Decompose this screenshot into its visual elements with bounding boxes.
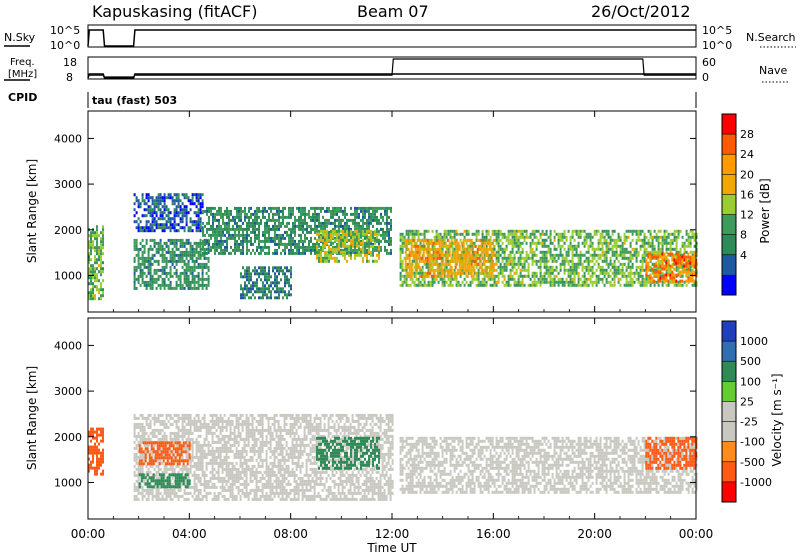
velocity-colorbar-segment-3 (722, 381, 736, 402)
velocity-colorbar-tick-4: -25 (740, 416, 758, 429)
power-colorbar-segment-1 (722, 134, 736, 155)
nsky-panel: N.Sky 10^5 10^0 10^5 10^0 N.Search (4, 24, 796, 52)
velocity-region-5 (399, 436, 698, 494)
power-colorbar-segment-5 (722, 214, 736, 236)
freq-left-tick-top: 18 (63, 56, 77, 69)
velocity-colorbar-segment-2 (722, 361, 736, 382)
power-panel: 1000 2000 3000 4000 Slant Range [km] 28 24 20… (25, 110, 772, 313)
xtick-label-1: 04:00 (172, 527, 207, 541)
velocity-region-4 (316, 436, 380, 470)
velocity-colorbar-segment-8 (722, 481, 736, 503)
power-region-1 (133, 238, 210, 290)
beam-label: Beam 07 (357, 2, 429, 21)
nave-label: Nave (759, 64, 787, 77)
velocity-ytick-label-1000: 1000 (54, 476, 82, 489)
velocity-colorbar-tick-2: 100 (740, 375, 761, 388)
xtick-label-4: 16:00 (476, 527, 511, 541)
nsky-left-tick-top: 10^5 (50, 24, 80, 37)
velocity-colorbar-tick-5: -100 (740, 436, 765, 449)
power-colorbar-segment-4 (722, 194, 736, 216)
power-colorbar-tick-5: 8 (740, 229, 747, 242)
power-colorbar-segment-3 (722, 174, 736, 195)
velocity-heatmap (88, 413, 698, 501)
cpid-text: tau (fast) 503 (92, 94, 177, 107)
velocity-region-2 (138, 441, 191, 466)
velocity-colorbar-tick-6: -500 (740, 456, 765, 469)
nsky-label: N.Sky (4, 31, 36, 44)
power-ytick-label-4000: 4000 (54, 132, 82, 145)
velocity-colorbar-tick-0: 1000 (740, 335, 768, 348)
velocity-colorbar-segment-1 (722, 341, 736, 362)
power-region-7 (404, 238, 495, 278)
velocity-colorbar-segment-6 (722, 441, 736, 463)
station-title: Kapuskasing (fitACF) (92, 2, 257, 21)
power-colorbar-tick-2: 20 (740, 168, 754, 181)
power-colorbar-tick-6: 4 (740, 249, 747, 262)
xtick-label-2: 08:00 (273, 527, 308, 541)
nave-right-tick-bottom: 0 (702, 71, 709, 84)
nave-series-line (87, 58, 696, 78)
power-colorbar-segment-7 (722, 254, 736, 276)
xtick-label-6: 00:00 (679, 527, 714, 541)
power-colorbar-segment-6 (722, 234, 736, 256)
freq-left-tick-bottom: 8 (66, 71, 73, 84)
power-y-axis: 1000 2000 3000 4000 (54, 132, 696, 282)
power-colorbar-tick-3: 16 (740, 188, 754, 201)
velocity-colorbar-label: Velocity [m s⁻¹] (770, 373, 784, 466)
nsearch-label: N.Search (746, 31, 796, 44)
freq-panel: Freq. [MHz] 18 8 60 0 Nave (4, 56, 790, 84)
cpid-label: CPID (8, 91, 37, 104)
velocity-ytick-label-4000: 4000 (54, 339, 82, 352)
date-label: 26/Oct/2012 (591, 2, 691, 21)
power-ytick-label-3000: 3000 (54, 178, 82, 191)
power-ylabel: Slant Range [km] (25, 159, 39, 263)
nsky-series-line (87, 29, 696, 47)
velocity-colorbar-segment-0 (722, 321, 736, 342)
velocity-colorbar-segment-4 (722, 401, 736, 423)
nsky-right-tick-top: 10^5 (702, 24, 732, 37)
velocity-y-axis: 1000 2000 3000 4000 (54, 339, 696, 489)
velocity-ytick-label-2000: 2000 (54, 431, 82, 444)
power-region-5 (316, 229, 380, 263)
xtick-label-0: 00:00 (71, 527, 106, 541)
power-colorbar-segment-0 (722, 114, 736, 135)
velocity-colorbar-tick-1: 500 (740, 355, 761, 368)
velocity-region-6 (645, 436, 698, 470)
power-region-2 (133, 193, 204, 233)
velocity-ylabel: Slant Range [km] (25, 366, 39, 470)
nsky-left-tick-bottom: 10^0 (50, 39, 80, 52)
power-ytick-label-2000: 2000 (54, 224, 82, 237)
velocity-ytick-label-3000: 3000 (54, 385, 82, 398)
power-colorbar-segment-2 (722, 154, 736, 175)
velocity-colorbar-segment-7 (722, 461, 736, 483)
power-region-4 (240, 266, 292, 300)
x-axis-label: Time UT (366, 541, 417, 554)
velocity-colorbar-tick-3: 25 (740, 395, 754, 408)
time-x-axis: 00:00 04:00 08:00 12:00 16:00 20:00 00:00 (71, 111, 714, 541)
velocity-region-3 (138, 473, 191, 489)
velocity-colorbar: 1000 500 100 25 -25 -100 -500 -1000 (721, 320, 772, 503)
power-colorbar-tick-0: 28 (740, 128, 754, 141)
freq-unit-label: [MHz] (8, 69, 37, 80)
velocity-colorbar-tick-7: -1000 (740, 476, 772, 489)
power-region-0 (88, 225, 104, 301)
power-ytick-label-1000: 1000 (54, 269, 82, 282)
power-region-8 (645, 252, 698, 283)
power-colorbar-label: Power [dB] (758, 178, 772, 243)
freq-label: Freq. (10, 57, 35, 68)
freq-series-line (87, 73, 696, 79)
xtick-label-5: 20:00 (577, 527, 612, 541)
xtick-label-3: 12:00 (375, 527, 410, 541)
velocity-colorbar-segment-5 (722, 421, 736, 443)
nave-right-tick-top: 60 (702, 56, 716, 69)
power-heatmap (88, 193, 698, 301)
nsky-right-tick-bottom: 10^0 (702, 39, 732, 52)
power-colorbar-tick-1: 24 (740, 148, 754, 161)
velocity-region-0 (88, 427, 104, 476)
power-colorbar-tick-4: 12 (740, 209, 754, 222)
power-colorbar: 28 24 20 16 12 8 4 (721, 113, 754, 296)
power-colorbar-segment-8 (722, 274, 736, 296)
velocity-panel: 1000 2000 3000 4000 Slant Range [km] 1000 50… (25, 317, 784, 520)
